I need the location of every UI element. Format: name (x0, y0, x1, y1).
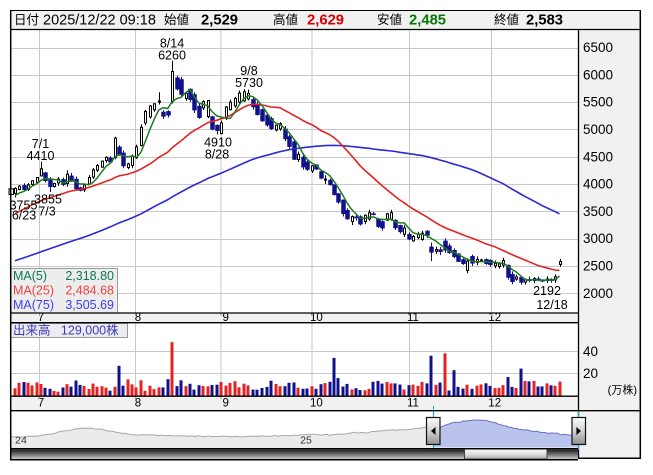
svg-text:4500: 4500 (583, 149, 613, 164)
svg-text:2,583: 2,583 (526, 13, 563, 29)
svg-text:2,484.68: 2,484.68 (65, 284, 114, 298)
svg-text:6000: 6000 (583, 67, 613, 82)
svg-text:9: 9 (222, 398, 228, 410)
svg-text:4910: 4910 (204, 136, 232, 150)
svg-text:9: 9 (222, 312, 228, 324)
svg-text:12/18: 12/18 (536, 298, 567, 312)
svg-text:11: 11 (407, 312, 419, 324)
svg-text:2500: 2500 (583, 259, 613, 274)
svg-text:10: 10 (310, 398, 323, 410)
svg-text:MA(5): MA(5) (13, 269, 47, 283)
svg-text:3,505.69: 3,505.69 (65, 298, 114, 312)
svg-text:5500: 5500 (583, 95, 613, 110)
svg-text:2000: 2000 (583, 286, 613, 301)
svg-text:2,629: 2,629 (307, 13, 344, 29)
svg-text:24: 24 (15, 435, 27, 447)
svg-text:(万株): (万株) (608, 383, 637, 397)
svg-text:7: 7 (38, 398, 44, 410)
svg-text:11: 11 (407, 398, 419, 410)
svg-text:3855: 3855 (34, 193, 62, 207)
svg-text:7/1: 7/1 (32, 137, 49, 151)
svg-text:2192: 2192 (533, 284, 561, 298)
svg-text:6/23: 6/23 (12, 209, 36, 223)
svg-text:8: 8 (135, 312, 141, 324)
svg-text:2,485: 2,485 (409, 13, 446, 29)
svg-text:7: 7 (38, 312, 44, 324)
svg-text:8/28: 8/28 (205, 148, 229, 162)
svg-text:MA(75): MA(75) (13, 298, 54, 312)
svg-text:3500: 3500 (583, 204, 613, 219)
svg-text:3755: 3755 (10, 199, 38, 213)
svg-text:安値: 安値 (377, 12, 402, 27)
svg-text:5000: 5000 (583, 122, 613, 137)
svg-text:日付: 日付 (14, 13, 39, 27)
svg-text:8: 8 (135, 398, 141, 410)
svg-text:4000: 4000 (583, 177, 613, 192)
svg-text:2,318.80: 2,318.80 (65, 269, 114, 283)
svg-text:5730: 5730 (235, 76, 263, 90)
svg-text:出来高 129,000株: 出来高 129,000株 (13, 323, 119, 338)
svg-text:6260: 6260 (158, 49, 186, 63)
svg-text:6500: 6500 (583, 40, 613, 55)
svg-text:MA(25): MA(25) (13, 284, 54, 298)
svg-text:12: 12 (488, 398, 501, 410)
svg-text:2025/12/22 09:18: 2025/12/22 09:18 (43, 13, 156, 29)
svg-text:10: 10 (310, 312, 323, 324)
svg-text:40: 40 (583, 344, 598, 359)
svg-text:25: 25 (300, 435, 312, 447)
svg-text:9/8: 9/8 (240, 64, 257, 78)
svg-text:終値: 終値 (494, 12, 519, 27)
svg-text:始値: 始値 (164, 12, 189, 27)
svg-text:20: 20 (583, 366, 598, 381)
svg-text:3000: 3000 (583, 231, 613, 246)
svg-text:8/14: 8/14 (160, 37, 184, 51)
svg-text:2,529: 2,529 (201, 13, 238, 29)
svg-text:4410: 4410 (27, 149, 55, 163)
svg-text:7/3: 7/3 (38, 205, 55, 219)
svg-text:高値: 高値 (273, 12, 298, 27)
